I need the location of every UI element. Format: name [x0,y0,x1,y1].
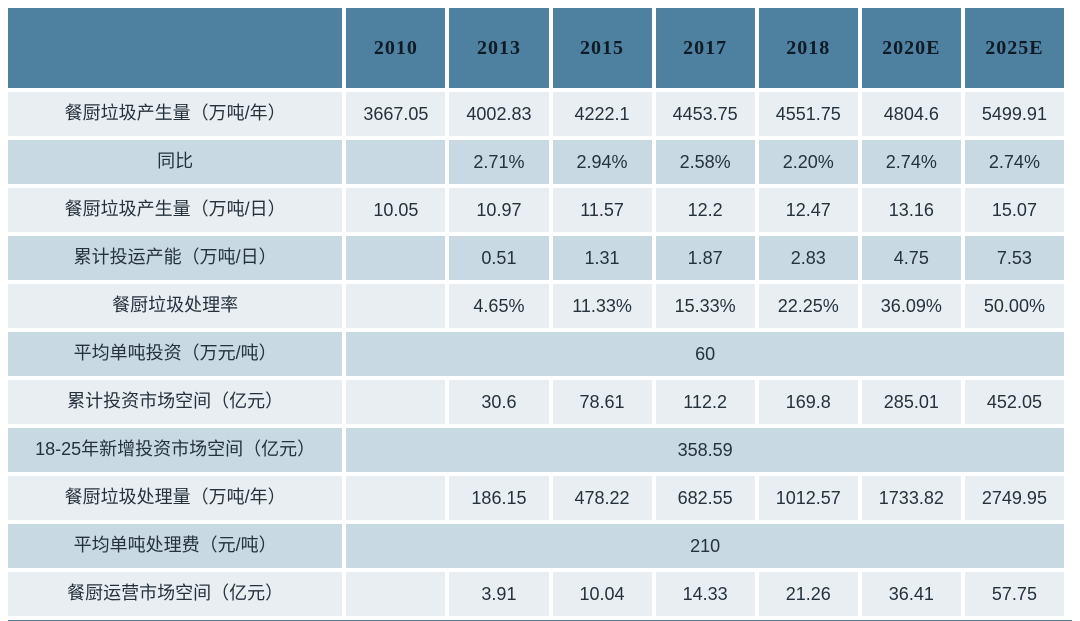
cell-value: 12.47 [758,188,858,232]
cell-value: 2.83 [758,236,858,280]
cell-value [346,284,446,328]
cell-value [346,236,446,280]
table-row-avg-investment-per-ton: 平均单吨投资（万元/吨） 60 [8,332,1064,376]
row-label: 餐厨垃圾产生量（万吨/日） [8,188,343,232]
cell-value: 4551.75 [758,92,858,136]
merged-cell-value: 210 [346,524,1064,568]
cell-value: 15.33% [655,284,755,328]
cell-value: 2.20% [758,140,858,184]
row-label: 餐厨垃圾处理率 [8,284,343,328]
merged-cell-value: 60 [346,332,1064,376]
year-header-2020e: 2020E [861,8,961,88]
table-row-cumulative-capacity: 累计投运产能（万吨/日） 0.51 1.31 1.87 2.83 4.75 7.… [8,236,1064,280]
table-row-operation-market: 餐厨运营市场空间（亿元） 3.91 10.04 14.33 21.26 36.4… [8,572,1064,616]
row-label: 餐厨运营市场空间（亿元） [8,572,343,616]
cell-value: 4804.6 [861,92,961,136]
cell-value: 10.04 [552,572,652,616]
row-label: 18-25年新增投资市场空间（亿元） [8,428,343,472]
year-header-2025e: 2025E [964,8,1064,88]
row-label: 平均单吨投资（万元/吨） [8,332,343,376]
cell-value: 2.74% [964,140,1064,184]
merged-cell-value: 358.59 [346,428,1064,472]
kitchen-waste-data-table: 2010 2013 2015 2017 2018 2020E 2025E 餐厨垃… [4,4,1068,620]
cell-value: 285.01 [861,380,961,424]
cell-value: 50.00% [964,284,1064,328]
table-row-yoy-growth: 同比 2.71% 2.94% 2.58% 2.20% 2.74% 2.74% [8,140,1064,184]
cell-value: 12.2 [655,188,755,232]
year-header-2018: 2018 [758,8,858,88]
table-row-treatment-rate: 餐厨垃圾处理率 4.65% 11.33% 15.33% 22.25% 36.09… [8,284,1064,328]
cell-value: 7.53 [964,236,1064,280]
cell-value: 4453.75 [655,92,755,136]
cell-value: 1.87 [655,236,755,280]
cell-value: 2749.95 [964,476,1064,520]
cell-value: 10.97 [449,188,549,232]
table-row-waste-generated-per-day: 餐厨垃圾产生量（万吨/日） 10.05 10.97 11.57 12.2 12.… [8,188,1064,232]
cell-value: 4002.83 [449,92,549,136]
cell-value: 452.05 [964,380,1064,424]
year-header-2015: 2015 [552,8,652,88]
cell-value: 13.16 [861,188,961,232]
cell-value: 1.31 [552,236,652,280]
cell-value: 169.8 [758,380,858,424]
cell-value: 22.25% [758,284,858,328]
cell-value: 0.51 [449,236,549,280]
row-label: 累计投运产能（万吨/日） [8,236,343,280]
row-label: 餐厨垃圾处理量（万吨/年） [8,476,343,520]
cell-value: 5499.91 [964,92,1064,136]
cell-value: 186.15 [449,476,549,520]
cell-value [346,476,446,520]
cell-value: 4.65% [449,284,549,328]
cell-value: 36.09% [861,284,961,328]
cell-value: 1733.82 [861,476,961,520]
cell-value: 2.71% [449,140,549,184]
cell-value [346,572,446,616]
year-header-2013: 2013 [449,8,549,88]
row-label: 同比 [8,140,343,184]
cell-value: 682.55 [655,476,755,520]
cell-value: 1012.57 [758,476,858,520]
cell-value: 21.26 [758,572,858,616]
year-header-2010: 2010 [346,8,446,88]
cell-value: 10.05 [346,188,446,232]
table-row-waste-generated-per-year: 餐厨垃圾产生量（万吨/年） 3667.05 4002.83 4222.1 445… [8,92,1064,136]
cell-value: 36.41 [861,572,961,616]
cell-value: 14.33 [655,572,755,616]
cell-value [346,140,446,184]
cell-value: 2.58% [655,140,755,184]
table-row-cumulative-investment-market: 累计投资市场空间（亿元） 30.6 78.61 112.2 169.8 285.… [8,380,1064,424]
header-row: 2010 2013 2015 2017 2018 2020E 2025E [8,8,1064,88]
table-row-new-investment-market-18-25: 18-25年新增投资市场空间（亿元） 358.59 [8,428,1064,472]
row-label: 餐厨垃圾产生量（万吨/年） [8,92,343,136]
cell-value: 4.75 [861,236,961,280]
cell-value: 2.94% [552,140,652,184]
cell-value: 15.07 [964,188,1064,232]
cell-value: 4222.1 [552,92,652,136]
cell-value: 11.33% [552,284,652,328]
cell-value: 57.75 [964,572,1064,616]
cell-value: 2.74% [861,140,961,184]
cell-value: 11.57 [552,188,652,232]
cell-value: 30.6 [449,380,549,424]
cell-value [346,380,446,424]
table-row-avg-treatment-fee: 平均单吨处理费（元/吨） 210 [8,524,1064,568]
row-label: 累计投资市场空间（亿元） [8,380,343,424]
corner-header-cell [8,8,343,88]
row-label: 平均单吨处理费（元/吨） [8,524,343,568]
cell-value: 3.91 [449,572,549,616]
table-row-waste-treated-per-year: 餐厨垃圾处理量（万吨/年） 186.15 478.22 682.55 1012.… [8,476,1064,520]
cell-value: 3667.05 [346,92,446,136]
cell-value: 478.22 [552,476,652,520]
year-header-2017: 2017 [655,8,755,88]
cell-value: 112.2 [655,380,755,424]
cell-value: 78.61 [552,380,652,424]
